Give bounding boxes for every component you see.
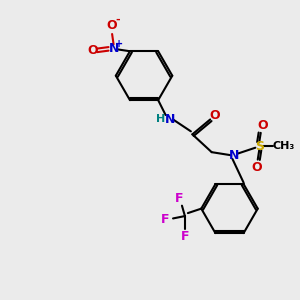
Text: O: O (209, 110, 220, 122)
Text: O: O (257, 119, 268, 132)
Text: N: N (108, 42, 119, 56)
Text: H: H (156, 115, 165, 124)
Text: S: S (255, 140, 264, 153)
Text: +: + (115, 38, 123, 49)
Text: F: F (175, 192, 183, 205)
Text: F: F (181, 230, 189, 243)
Text: O: O (251, 160, 262, 173)
Text: O: O (87, 44, 98, 57)
Text: -: - (116, 15, 120, 25)
Text: CH₃: CH₃ (273, 141, 295, 151)
Text: F: F (161, 212, 169, 226)
Text: N: N (165, 113, 175, 126)
Text: N: N (229, 148, 239, 162)
Text: O: O (107, 19, 117, 32)
